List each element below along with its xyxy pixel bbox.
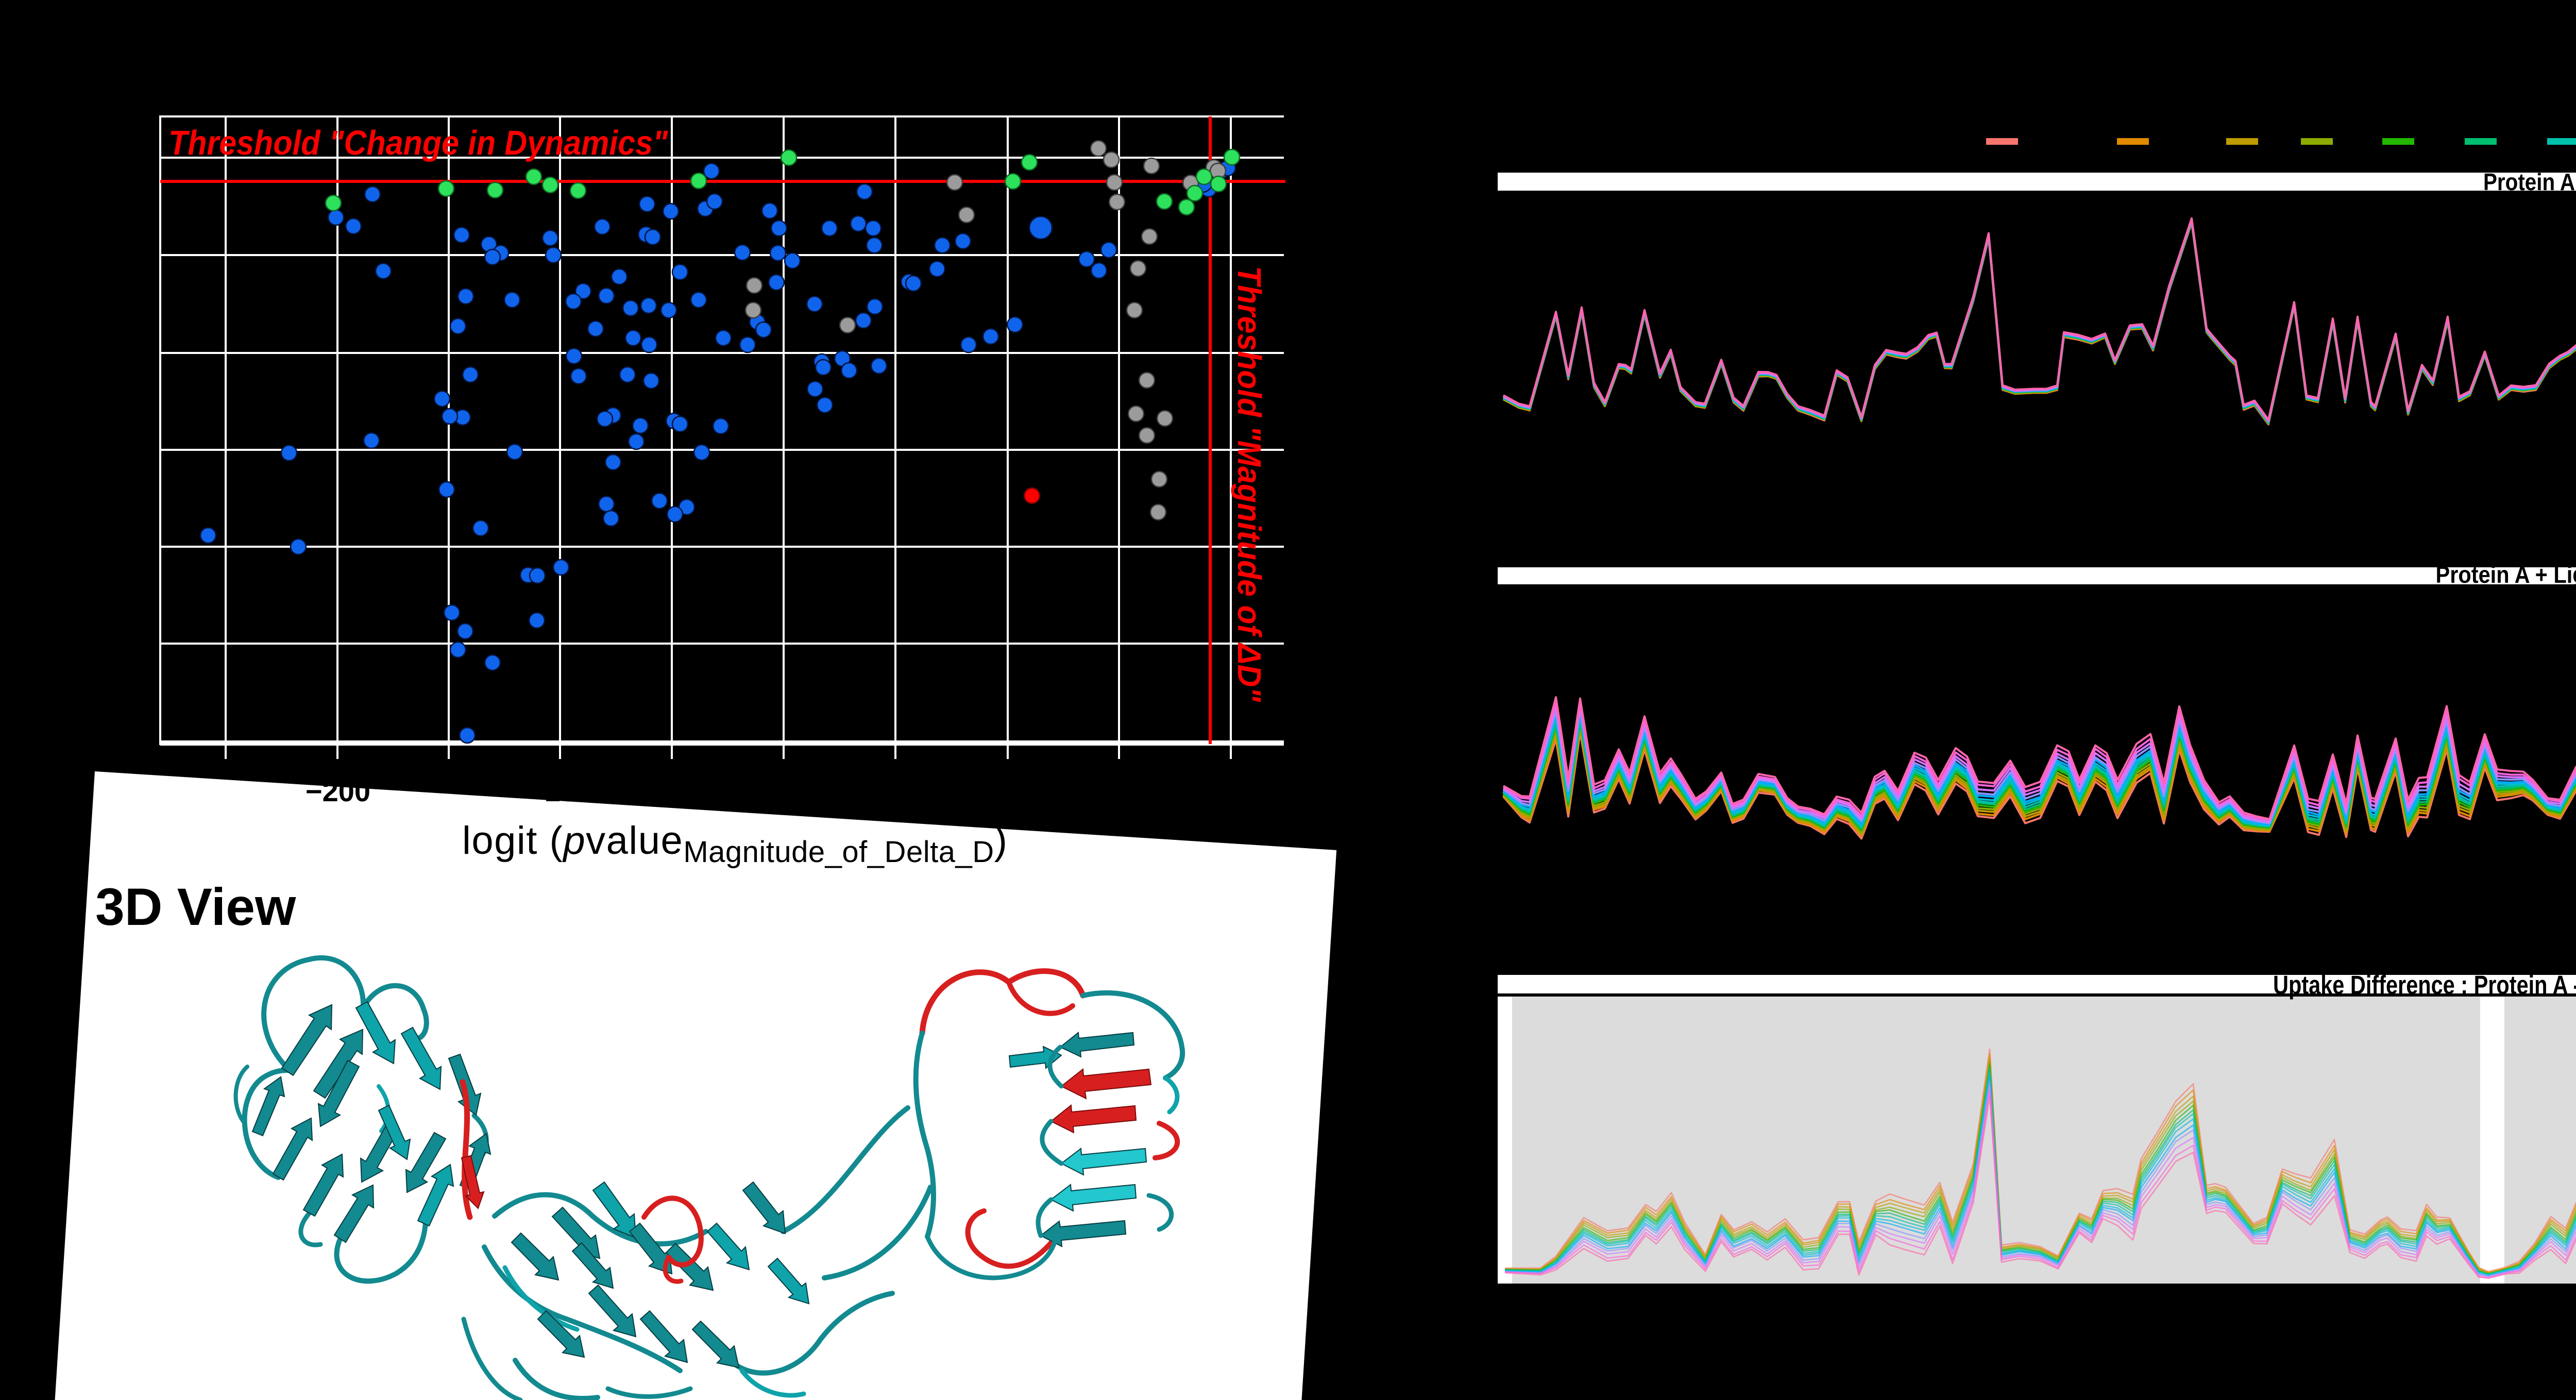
- svg-text:pvalue = 0.01: pvalue = 0.01: [927, 709, 1083, 738]
- svg-text:Protein A + Ligand: Protein A + Ligand: [2436, 561, 2576, 588]
- svg-text:Threshold "Change in Dynamics": Threshold "Change in Dynamics": [168, 124, 668, 162]
- svg-text:Protein A: Protein A: [2483, 168, 2575, 195]
- svg-text:Uptake Difference : Protein A: Uptake Difference : Protein A - (Protein…: [2273, 970, 2576, 1000]
- svg-text:Threshold "Magnitude of ΔD": Threshold "Magnitude of ΔD": [1231, 266, 1268, 702]
